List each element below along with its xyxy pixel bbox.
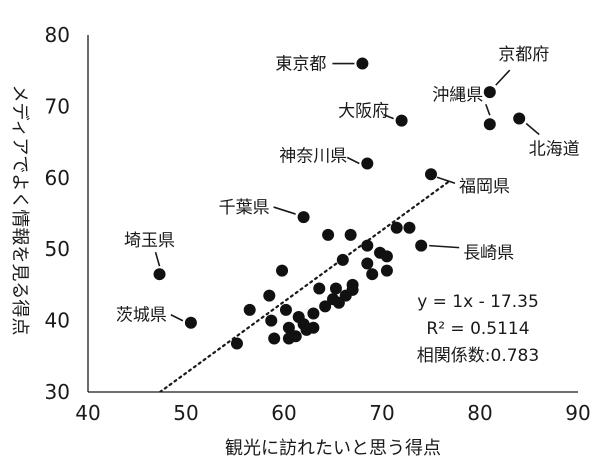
- annotation-leader-line: [429, 244, 460, 249]
- correlation-text: 相関係数:0.783: [417, 346, 539, 366]
- data-point: [336, 253, 349, 266]
- data-point: [395, 114, 408, 127]
- y-tick-label: 30: [45, 380, 70, 404]
- y-tick-label: 50: [45, 237, 70, 261]
- point-label: 埼玉県: [124, 231, 175, 251]
- annotation-leader-line: [154, 251, 161, 267]
- data-point: [289, 330, 302, 343]
- point-label: 京都府: [498, 45, 549, 65]
- data-point: [344, 228, 357, 241]
- x-tick-label: 50: [173, 401, 198, 425]
- trendline-equation: y = 1x - 17.35: [417, 292, 539, 312]
- data-point: [361, 257, 374, 270]
- data-point: [243, 303, 256, 316]
- annotation-leader-line: [525, 122, 540, 136]
- data-point: [415, 239, 428, 252]
- data-point: [356, 57, 369, 70]
- y-axis-title: メディアでよく情報を見る得点: [9, 85, 30, 336]
- point-label: 茨城県: [116, 306, 167, 326]
- data-point: [425, 168, 437, 181]
- data-point: [307, 307, 320, 320]
- data-point: [282, 321, 295, 334]
- annotation-leader-line: [495, 69, 511, 86]
- point-label: 長崎県: [463, 244, 514, 264]
- x-tick-label: 90: [565, 401, 590, 425]
- annotation-leader-line: [383, 113, 394, 120]
- y-tick-label: 40: [45, 309, 70, 333]
- data-point: [313, 282, 326, 295]
- data-point: [319, 300, 332, 313]
- annotation-leader-line: [485, 103, 491, 116]
- x-tick-label: 80: [467, 401, 492, 425]
- annotation-leader-line: [273, 206, 296, 215]
- data-point: [346, 283, 359, 296]
- point-label: 東京都: [275, 55, 326, 75]
- data-point: [380, 264, 393, 277]
- data-point: [361, 239, 374, 252]
- data-point: [276, 264, 289, 277]
- data-point: [329, 282, 342, 295]
- data-point: [230, 337, 243, 350]
- data-point: [390, 221, 403, 234]
- x-tick-labels: 40 50 60 70 80 90: [75, 401, 590, 425]
- data-point: [483, 118, 496, 131]
- annotation-leader-line: [346, 156, 360, 165]
- data-point: [268, 332, 281, 345]
- point-label: 大阪府: [338, 102, 389, 122]
- y-tick-label: 80: [45, 23, 70, 47]
- data-points: [153, 57, 526, 350]
- data-point: [361, 157, 374, 170]
- x-tick-label: 60: [271, 401, 296, 425]
- data-point: [184, 316, 197, 329]
- data-point: [403, 221, 416, 234]
- data-point: [366, 268, 379, 281]
- data-point: [279, 303, 292, 316]
- data-point: [265, 314, 278, 327]
- data-point: [263, 289, 276, 302]
- x-axis-title: 観光に訪れたいと思う得点: [225, 438, 441, 459]
- data-point: [483, 86, 496, 99]
- data-point: [153, 268, 166, 281]
- point-label: 福岡県: [459, 177, 510, 197]
- data-point: [380, 250, 393, 263]
- trendline: [158, 179, 452, 392]
- annotation-leader-line: [170, 314, 184, 322]
- annotation-leader-line: [436, 176, 456, 184]
- point-label: 北海道: [529, 140, 580, 160]
- data-point: [513, 112, 526, 125]
- data-point: [307, 321, 320, 334]
- data-point: [297, 211, 310, 224]
- data-point: [322, 228, 335, 241]
- point-label: 沖縄県: [432, 85, 483, 105]
- x-tick-label: 70: [369, 401, 394, 425]
- x-tick-label: 40: [75, 401, 100, 425]
- y-tick-label: 60: [45, 166, 70, 190]
- r-squared-text: R² = 0.5114: [426, 319, 529, 339]
- y-tick-labels: 30 40 50 60 70 80: [45, 23, 70, 404]
- point-label: 神奈川県: [279, 147, 347, 167]
- y-tick-label: 70: [45, 94, 70, 118]
- point-label: 千葉県: [219, 198, 270, 218]
